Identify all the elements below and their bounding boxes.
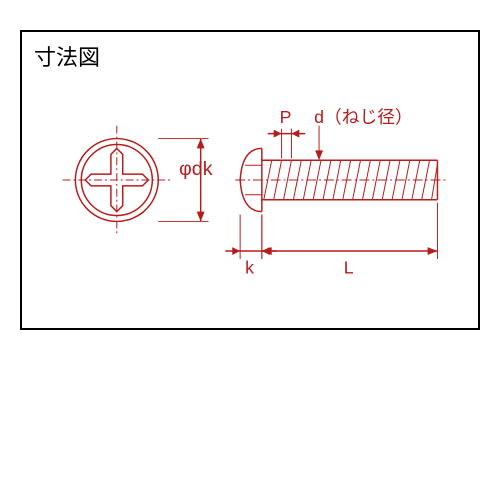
label-d: d（ねじ径） <box>314 107 413 127</box>
dimension-P: P <box>268 107 305 159</box>
label-P: P <box>280 107 292 127</box>
dimension-diagram: φdk <box>22 32 478 328</box>
screw-side-view <box>235 148 447 211</box>
dimension-k: k <box>225 215 276 278</box>
label-phi-dk: φdk <box>179 158 213 180</box>
screw-head-front-view <box>63 126 172 235</box>
dimension-phi-dk: φdk <box>158 139 212 222</box>
dimension-L: L <box>262 203 438 278</box>
label-k: k <box>245 258 254 278</box>
dimension-d: d（ねじ径） <box>314 107 413 160</box>
label-L: L <box>344 258 354 278</box>
